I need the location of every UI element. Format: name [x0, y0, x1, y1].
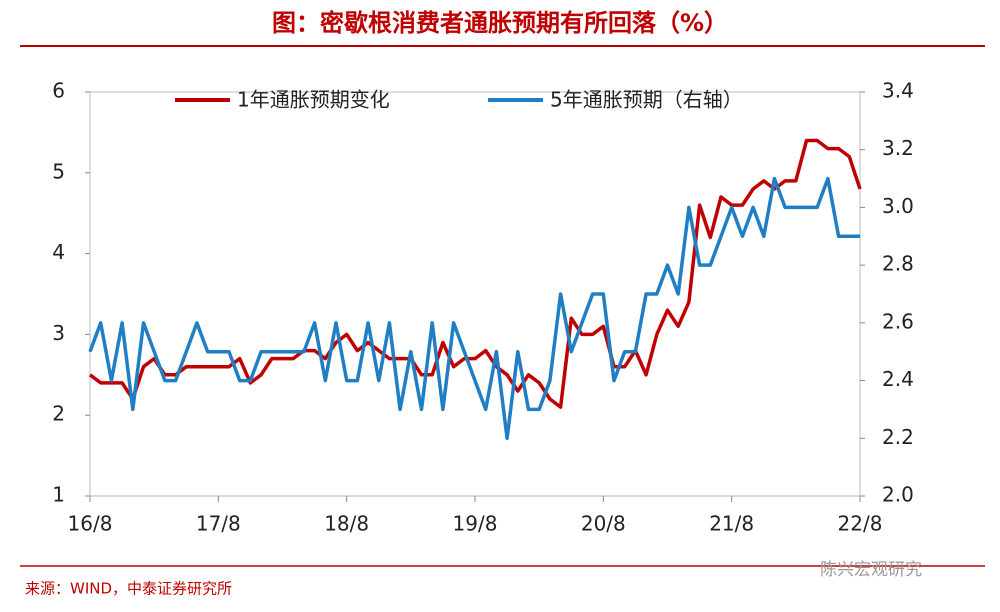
x-tick-label: 17/8	[196, 512, 241, 536]
y2-tick-label: 2.8	[882, 252, 914, 276]
y-tick-label: 6	[52, 79, 65, 103]
y2-tick-label: 2.4	[882, 367, 914, 391]
y2-tick-label: 3.0	[882, 194, 914, 218]
watermark: 陈兴宏观研究	[820, 560, 922, 580]
y-tick-label: 5	[52, 159, 65, 183]
y2-tick-label: 3.4	[882, 79, 914, 103]
x-tick-label: 16/8	[68, 512, 113, 536]
y2-tick-label: 2.6	[882, 309, 914, 333]
x-tick-label: 18/8	[324, 512, 369, 536]
y2-tick-label: 3.2	[882, 136, 914, 160]
series-line	[88, 138, 862, 409]
series-line	[88, 176, 860, 441]
x-tick-label: 22/8	[838, 512, 883, 536]
source: 来源：WIND，中泰证券研究所	[25, 580, 232, 598]
x-tick-label: 19/8	[453, 512, 498, 536]
plot-frame	[89, 91, 861, 497]
y-tick-label: 3	[52, 321, 65, 345]
y2-tick-label: 2.0	[882, 483, 914, 507]
y2-tick-label: 2.2	[882, 425, 914, 449]
x-tick-label: 21/8	[709, 512, 754, 536]
y-tick-label: 2	[52, 402, 65, 426]
x-tick-label: 20/8	[581, 512, 626, 536]
legend-label: 1年通胀预期变化	[237, 88, 390, 112]
legend-label: 5年通胀预期（右轴）	[550, 88, 743, 112]
y-tick-label: 1	[52, 483, 65, 507]
y-tick-label: 4	[52, 240, 65, 264]
chart-title: 图：密歇根消费者通胀预期有所回落（%）	[272, 9, 728, 37]
